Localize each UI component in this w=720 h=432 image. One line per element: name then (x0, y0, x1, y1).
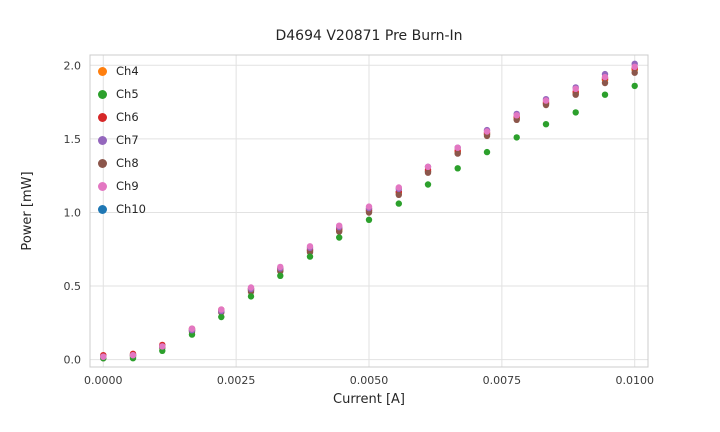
point-ch8 (542, 101, 550, 109)
point-ch9 (395, 184, 402, 191)
point-ch9 (572, 85, 579, 93)
point-ch8 (395, 191, 402, 198)
y-tick-label: 0.5 (64, 280, 82, 293)
point-ch5 (601, 91, 609, 98)
point-ch5 (218, 313, 225, 321)
point-ch5 (454, 165, 461, 172)
point-ch9 (306, 243, 314, 250)
point-ch9 (542, 97, 550, 104)
point-ch8 (631, 69, 638, 76)
x-tick-label: 0.0025 (217, 374, 256, 387)
x-tick-label: 0.0000 (84, 374, 123, 387)
point-ch5 (247, 293, 255, 300)
y-axis-label: Power [mW] (20, 171, 35, 251)
y-tick-label: 1.5 (64, 133, 82, 146)
point-ch5 (395, 200, 402, 207)
point-ch8 (601, 79, 609, 87)
legend-label-ch4: Ch4 (116, 63, 139, 78)
legend-marker-ch7 (98, 136, 107, 145)
point-ch8 (365, 209, 373, 216)
point-ch9 (188, 325, 196, 332)
point-ch9 (100, 353, 107, 360)
point-ch5 (572, 109, 579, 116)
legend-item-ch8: Ch8 (98, 152, 146, 175)
point-ch8 (483, 132, 491, 140)
point-ch5 (483, 148, 491, 156)
point-ch8 (306, 249, 314, 256)
y-tick-label: 0.0 (64, 354, 82, 367)
x-tick-label: 0.0100 (615, 374, 654, 387)
point-ch5 (336, 234, 343, 241)
point-ch9 (247, 284, 255, 291)
point-ch5 (631, 82, 638, 90)
legend-marker-ch9 (98, 182, 107, 191)
plot-border (89, 54, 649, 368)
point-ch9 (129, 352, 137, 359)
point-ch5 (513, 134, 520, 141)
point-ch9 (454, 144, 461, 151)
point-ch9 (159, 343, 166, 350)
legend-item-ch6: Ch6 (98, 106, 146, 129)
legend: Ch4 Ch5 Ch6 Ch7 Ch8 Ch9 Ch10 (98, 60, 146, 221)
point-ch5 (188, 331, 196, 338)
legend-marker-ch6 (98, 113, 107, 122)
legend-item-ch4: Ch4 (98, 60, 146, 83)
point-ch8 (336, 228, 343, 235)
point-ch9 (601, 73, 609, 81)
legend-marker-ch4 (98, 67, 107, 76)
x-axis-label: Current [A] (333, 392, 405, 407)
point-ch9 (631, 63, 638, 70)
point-ch9 (424, 163, 432, 170)
point-ch9 (218, 306, 225, 313)
legend-label-ch6: Ch6 (116, 109, 139, 124)
point-ch5 (365, 216, 373, 223)
point-ch5 (542, 121, 550, 128)
point-ch8 (572, 91, 579, 98)
point-ch5 (306, 253, 314, 260)
point-ch9 (277, 263, 284, 271)
chart-title: D4694 V20871 Pre Burn-In (275, 28, 463, 44)
point-ch5 (277, 272, 284, 279)
x-tick-label: 0.0075 (483, 374, 522, 387)
y-tick-label: 2.0 (64, 59, 82, 72)
legend-item-ch9: Ch9 (98, 175, 146, 198)
legend-marker-ch5 (98, 90, 107, 99)
point-ch5 (159, 347, 166, 354)
point-ch9 (365, 203, 373, 210)
point-ch8 (424, 169, 432, 176)
legend-label-ch9: Ch9 (116, 178, 139, 193)
point-ch9 (336, 222, 343, 229)
point-ch5 (424, 181, 432, 188)
point-ch8 (454, 150, 461, 157)
legend-label-ch10: Ch10 (116, 201, 146, 216)
legend-item-ch7: Ch7 (98, 129, 146, 152)
legend-item-ch5: Ch5 (98, 83, 146, 106)
x-tick-label: 0.0050 (350, 374, 389, 387)
legend-item-ch10: Ch10 (98, 198, 146, 221)
legend-marker-ch10 (98, 205, 107, 214)
point-ch8 (513, 116, 520, 124)
legend-label-ch8: Ch8 (116, 155, 139, 170)
legend-marker-ch8 (98, 159, 107, 168)
legend-label-ch5: Ch5 (116, 86, 139, 101)
legend-label-ch7: Ch7 (116, 132, 139, 147)
y-tick-label: 1.0 (64, 206, 82, 219)
point-ch9 (483, 128, 491, 135)
point-ch9 (513, 112, 520, 119)
